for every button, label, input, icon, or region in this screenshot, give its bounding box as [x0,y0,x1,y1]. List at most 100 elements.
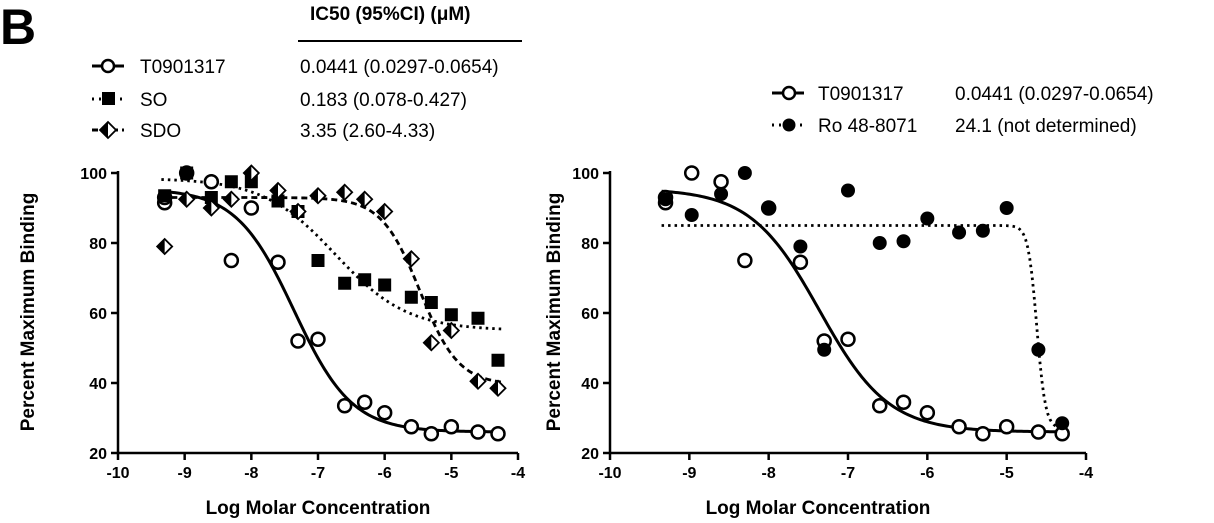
filled-circle-marker-icon [782,118,796,132]
data-point-open-circle [243,200,260,216]
data-point-filled-circle [975,223,990,238]
x-tick-label: -7 [311,465,325,482]
data-point-filled-square [271,194,285,208]
fit-curve-t0901317 [661,189,1067,434]
y-tick-label: 80 [89,236,107,253]
x-tick-label: -5 [1000,465,1014,482]
data-point-filled-square [471,311,485,325]
data-point-filled-square [158,189,172,203]
data-point-filled-square [358,273,372,287]
data-point-open-circle [443,419,460,435]
open-circle-marker-icon [100,58,116,74]
x-tick-label: -8 [762,465,776,482]
fit-curve-ro-48-8071 [661,224,1067,430]
y-tick-label: 100 [80,166,107,183]
x-tick-label: -9 [178,465,192,482]
data-point-half-diamond [335,183,354,202]
x-tick-label: -4 [511,465,525,482]
data-point-filled-circle [952,225,967,240]
chart-left-tick-labels: -10 -9 -8 -7 -6 -5 -4 20 40 60 80 100 [80,166,525,482]
x-tick-label: -6 [920,465,934,482]
data-point-filled-square [491,353,505,367]
data-point-half-diamond [202,199,221,217]
data-point-half-diamond [289,202,307,221]
x-tick-label: -5 [444,465,458,482]
x-tick-label: -4 [1079,465,1093,482]
data-point-filled-circle [1055,416,1070,431]
data-point-open-circle [713,174,729,190]
open-circle-marker-icon [781,85,797,101]
legend-label: Ro 48-8071 [818,116,917,137]
chart-right-x-axis-label: Log Molar Concentration [706,498,931,519]
data-point-open-circle [403,419,420,435]
x-tick-label: -6 [378,465,392,482]
y-tick-label: 100 [572,166,599,183]
legend-ic50-value: 0.0441 (0.0297-0.0654) [300,57,499,78]
data-point-half-diamond [309,186,327,205]
legend-left-entry-so: SO 0.183 (0.078-0.427) [92,90,467,111]
chart-left-points [155,164,507,442]
data-point-open-circle [290,333,306,349]
data-point-filled-circle [761,201,776,215]
legend-label: SDO [140,121,181,142]
filled-square-marker-icon [102,92,115,105]
chart-left-y-axis-label: Percent Maximum Binding [18,193,39,432]
x-tick-label: -10 [598,465,621,482]
data-point-half-diamond [375,202,394,221]
chart-left-x-axis-label: Log Molar Concentration [206,498,431,519]
y-tick-label: 40 [581,376,599,393]
data-point-filled-circle [737,166,752,180]
data-point-open-circle [223,252,240,269]
chart-right-fit-curves [661,189,1067,434]
data-point-filled-circle [999,201,1014,215]
chart-right: -10 -9 -8 -7 -6 -5 -4 20 40 60 80 100 Log Molar Con… [544,165,1093,519]
data-point-filled-circle [793,239,808,254]
chart-left-fit-curves [161,178,502,434]
data-point-open-circle [356,394,373,410]
chart-right-tick-labels: -10 -9 -8 -7 -6 -5 -4 20 40 60 80 100 [572,166,1093,482]
legend-ic50-value: 0.0441 (0.0297-0.0654) [955,84,1154,105]
y-tick-label: 80 [581,236,599,253]
data-point-open-circle [871,398,888,414]
data-point-filled-circle [658,192,673,207]
data-point-half-diamond [489,379,507,398]
data-point-filled-square [180,166,194,180]
legend-ic50-value: 0.183 (0.078-0.427) [300,90,467,111]
legend-label: T0901317 [140,57,226,78]
data-point-open-circle [1030,424,1047,440]
legend-ic50-value: 24.1 (not determined) [955,116,1137,137]
y-tick-label: 20 [581,446,599,463]
data-point-open-circle [203,174,220,190]
data-point-filled-circle [920,211,935,226]
data-point-half-diamond [355,190,374,209]
data-point-open-circle [998,419,1015,435]
legend-ic50-value: 3.35 (2.60-4.33) [300,121,435,142]
data-point-open-circle [336,398,353,414]
panel-label: B [0,0,36,55]
data-point-filled-square [404,290,418,304]
data-point-open-circle [895,394,912,410]
data-point-filled-square [311,254,325,267]
data-point-filled-circle [896,234,911,249]
legend-left-entry-sdo: SDO 3.35 (2.60-4.33) [92,120,435,142]
data-point-half-diamond [442,321,461,340]
ic50-table-header: IC50 (95%CI) (μM) [310,4,470,25]
chart-right-points [657,165,1070,442]
y-tick-label: 40 [89,376,107,393]
fit-curve-sdo [161,196,502,384]
data-point-half-diamond [402,249,421,268]
x-tick-label: -9 [682,465,696,482]
half-diamond-fill [100,122,108,138]
data-point-filled-square [378,278,392,292]
data-point-filled-circle [1031,342,1046,357]
x-tick-label: -7 [841,465,855,482]
y-tick-label: 20 [89,446,107,463]
data-point-open-circle [919,405,936,421]
data-point-filled-square [424,296,438,309]
data-point-half-diamond [422,333,441,352]
data-point-filled-circle [714,187,729,201]
data-point-filled-circle [872,236,887,250]
chart-left: -10 -9 -8 -7 -6 -5 -4 20 40 60 80 100 Log Molar Con… [18,164,525,519]
data-point-filled-circle [841,183,855,198]
